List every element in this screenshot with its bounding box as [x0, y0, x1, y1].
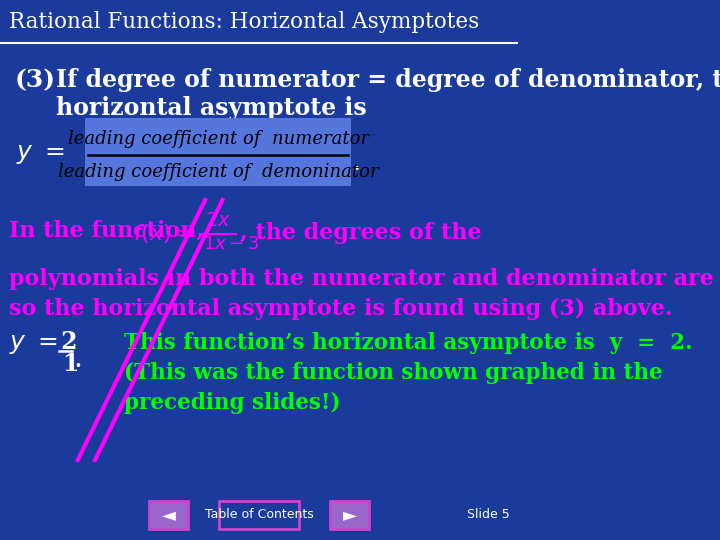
Text: $f(x) =$: $f(x) =$: [133, 222, 194, 245]
Text: ◄: ◄: [161, 506, 176, 524]
Text: 2: 2: [60, 330, 77, 354]
Text: polynomials in both the numerator and denominator are 1,: polynomials in both the numerator and de…: [9, 268, 720, 290]
Text: $y\ =$: $y\ =$: [9, 334, 58, 356]
Text: leading coefficient of  numerator: leading coefficient of numerator: [68, 130, 369, 148]
Text: In the function,: In the function,: [9, 220, 204, 242]
Text: (This was the function shown graphed in the: (This was the function shown graphed in …: [124, 362, 662, 384]
Text: 1: 1: [62, 352, 78, 376]
FancyBboxPatch shape: [330, 501, 369, 529]
Text: $y\ =$: $y\ =$: [16, 144, 65, 166]
Text: $2x$: $2x$: [205, 212, 231, 230]
Text: , the degrees of the: , the degrees of the: [240, 222, 482, 244]
Text: $1x - 3$: $1x - 3$: [203, 235, 259, 253]
FancyBboxPatch shape: [149, 501, 188, 529]
FancyBboxPatch shape: [85, 118, 351, 186]
Text: preceding slides!): preceding slides!): [124, 392, 341, 414]
Text: so the horizontal asymptote is found using (3) above.: so the horizontal asymptote is found usi…: [9, 298, 672, 320]
Text: Table of Contents: Table of Contents: [204, 509, 313, 522]
Text: Slide 5: Slide 5: [467, 509, 510, 522]
FancyBboxPatch shape: [219, 501, 300, 529]
Text: If degree of numerator = degree of denominator, the: If degree of numerator = degree of denom…: [56, 68, 720, 92]
Text: This function’s horizontal asymptote is  y  =  2.: This function’s horizontal asymptote is …: [124, 332, 693, 354]
Text: Rational Functions: Horizontal Asymptotes: Rational Functions: Horizontal Asymptote…: [9, 11, 479, 33]
Text: .: .: [351, 146, 361, 178]
Text: (3): (3): [14, 68, 55, 92]
Text: ►: ►: [343, 506, 357, 524]
Text: horizontal asymptote is: horizontal asymptote is: [56, 96, 367, 120]
Text: .: .: [73, 346, 82, 373]
Text: leading coefficient of  demoninator: leading coefficient of demoninator: [58, 163, 379, 181]
